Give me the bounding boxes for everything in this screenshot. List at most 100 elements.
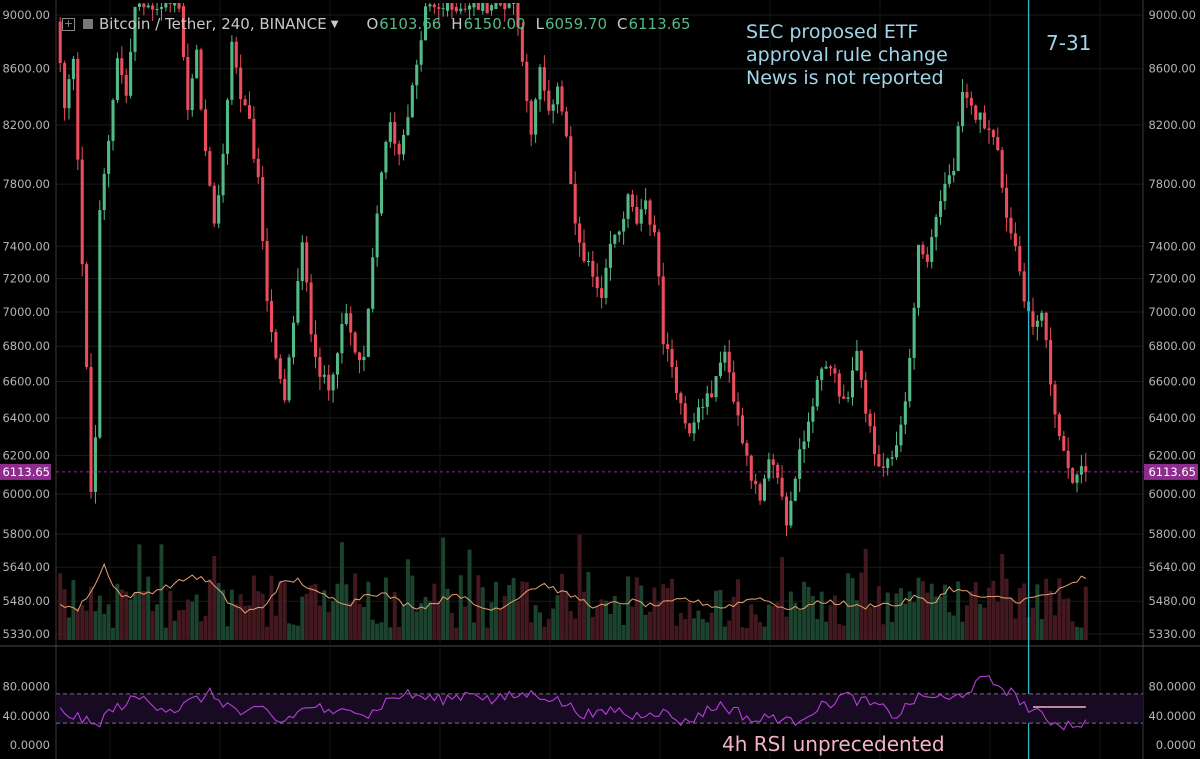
candle-body bbox=[217, 195, 221, 224]
candle-body bbox=[410, 85, 414, 118]
volume-bar bbox=[568, 611, 573, 640]
volume-bar bbox=[423, 597, 428, 640]
volume-bar bbox=[951, 615, 956, 640]
candle-body bbox=[626, 194, 630, 219]
candle-body bbox=[71, 58, 75, 80]
volume-bar bbox=[551, 608, 556, 640]
candle-body bbox=[802, 441, 806, 450]
candle-body bbox=[824, 366, 828, 369]
volume-bar bbox=[621, 624, 626, 640]
candle-body bbox=[1075, 474, 1079, 483]
volume-bar bbox=[89, 586, 93, 640]
current-price-text: 6113.65 bbox=[2, 465, 50, 479]
volume-bar bbox=[1039, 619, 1044, 640]
volume-bar bbox=[370, 619, 375, 640]
candle-body bbox=[349, 313, 353, 333]
expand-icon[interactable]: + bbox=[62, 16, 75, 31]
candle-body bbox=[1044, 312, 1048, 341]
volume-bar bbox=[106, 604, 111, 640]
volume-bar bbox=[714, 590, 719, 640]
candle-body bbox=[256, 158, 260, 178]
candle-body bbox=[564, 111, 568, 137]
candle-body bbox=[375, 213, 379, 258]
volume-bar bbox=[696, 610, 701, 640]
candle-body bbox=[833, 368, 837, 374]
candle-body bbox=[754, 480, 758, 485]
low-value: 6059.70 bbox=[544, 15, 607, 33]
candle-body bbox=[428, 4, 432, 7]
candle-body bbox=[1040, 312, 1044, 321]
volume-bar bbox=[854, 600, 859, 640]
candle-body bbox=[164, 3, 168, 8]
volume-bar bbox=[718, 589, 723, 640]
volume-bar bbox=[656, 601, 661, 640]
chevron-down-icon[interactable]: ▼ bbox=[330, 18, 339, 30]
candle-body bbox=[186, 57, 190, 111]
candle-body bbox=[129, 51, 133, 96]
volume-bar bbox=[775, 602, 780, 640]
volume-bar bbox=[463, 606, 468, 640]
candle-body bbox=[622, 218, 626, 232]
volume-bar bbox=[929, 583, 934, 640]
volume-bar bbox=[744, 627, 749, 640]
candle-body bbox=[732, 372, 736, 402]
volume-bar bbox=[273, 615, 278, 640]
volume-bar bbox=[991, 580, 996, 640]
volume-bar bbox=[678, 612, 683, 640]
candle-body bbox=[547, 90, 551, 111]
candle-body bbox=[432, 4, 436, 8]
volume-bar bbox=[564, 590, 569, 640]
candle-body bbox=[842, 396, 846, 399]
volume-bar bbox=[705, 622, 710, 640]
volume-bar bbox=[194, 594, 199, 640]
price-axis[interactable]: 9000.00 9000.00 8600.00 8600.00 8200.00 8200.… bbox=[0, 8, 1198, 641]
volume-bar bbox=[788, 591, 793, 640]
candle-body bbox=[586, 260, 590, 262]
volume-bar bbox=[383, 577, 388, 640]
candle-body bbox=[639, 209, 643, 224]
symbol-title[interactable]: Bitcoin / Tether, 240, BINANCE bbox=[99, 15, 327, 33]
symbol-square-icon bbox=[83, 19, 93, 29]
volume-bar bbox=[648, 611, 653, 640]
volume-bar bbox=[546, 618, 551, 640]
candle-body bbox=[265, 241, 269, 302]
volume-bar bbox=[837, 623, 842, 640]
volume-bar bbox=[582, 591, 586, 640]
price-tick-left: 6000.00 bbox=[2, 487, 50, 501]
volume-bar bbox=[665, 587, 670, 640]
candle-body bbox=[331, 374, 335, 391]
candle-body bbox=[296, 281, 300, 323]
price-tick-left: 8600.00 bbox=[2, 62, 50, 76]
volume-bar bbox=[295, 625, 300, 640]
candle-body bbox=[173, 3, 177, 6]
candle-body bbox=[225, 99, 230, 154]
candle-body bbox=[362, 356, 366, 361]
candle-body bbox=[608, 243, 612, 268]
candle-body bbox=[736, 401, 740, 416]
volume-bar bbox=[357, 603, 362, 640]
price-tick-left: 7400.00 bbox=[2, 239, 50, 253]
volume-bar bbox=[797, 610, 802, 640]
rsi-annotation: 4h RSI unprecedented bbox=[722, 732, 945, 756]
price-tick-left: 9000.00 bbox=[2, 8, 50, 22]
candle-body bbox=[1035, 320, 1039, 327]
candle-body bbox=[798, 449, 802, 479]
candle-body bbox=[177, 3, 181, 9]
candle-body bbox=[234, 41, 238, 68]
candle-body bbox=[886, 458, 890, 468]
price-tick-right: 6600.00 bbox=[1148, 374, 1196, 388]
candle-body bbox=[934, 216, 938, 238]
candle-body bbox=[507, 3, 511, 8]
volume-bar bbox=[278, 580, 283, 640]
volume-bar bbox=[471, 622, 476, 640]
volume-bar bbox=[212, 555, 217, 640]
candle-body bbox=[1062, 436, 1066, 451]
candle-body bbox=[578, 223, 582, 243]
candle-body bbox=[740, 415, 745, 444]
volume-bar bbox=[885, 592, 890, 640]
candle-body bbox=[195, 49, 199, 79]
volume-bar bbox=[199, 621, 204, 640]
candle-body bbox=[353, 332, 357, 353]
volume-bar bbox=[780, 557, 785, 640]
